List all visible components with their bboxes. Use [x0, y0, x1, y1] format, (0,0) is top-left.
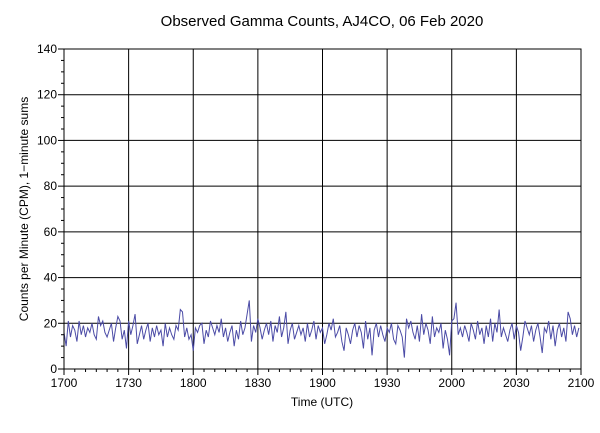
y-tick-label: 120	[37, 88, 57, 102]
x-tick-label: 2030	[503, 376, 530, 390]
y-tick-label: 60	[44, 225, 58, 239]
x-tick-label: 1930	[374, 376, 401, 390]
axes	[58, 48, 582, 375]
series-line	[63, 300, 580, 358]
x-axis-label: Time (UTC)	[291, 395, 353, 409]
x-tick-label: 1730	[115, 376, 142, 390]
x-tick-label: 2000	[438, 376, 465, 390]
y-tick-label: 80	[44, 179, 58, 193]
y-tick-label: 140	[37, 42, 57, 56]
x-tick-label: 1900	[309, 376, 336, 390]
y-tick-label: 100	[37, 133, 57, 147]
y-axis-label: Counts per Minute (CPM), 1−minute sums	[17, 97, 31, 321]
x-tick-label: 1800	[180, 376, 207, 390]
series-layer	[63, 300, 580, 358]
x-tick-label: 1830	[245, 376, 272, 390]
x-tick-label: 2100	[568, 376, 595, 390]
y-tick-label: 0	[50, 362, 57, 376]
y-tick-label: 20	[44, 316, 58, 330]
x-tick-label: 1700	[51, 376, 78, 390]
chart-title: Observed Gamma Counts, AJ4CO, 06 Feb 202…	[161, 13, 484, 30]
y-tick-label: 40	[44, 271, 58, 285]
tick-labels: 1700 1730 1800 1830 1900 1930 2000 2030 2100 0 20 4…	[37, 42, 595, 390]
